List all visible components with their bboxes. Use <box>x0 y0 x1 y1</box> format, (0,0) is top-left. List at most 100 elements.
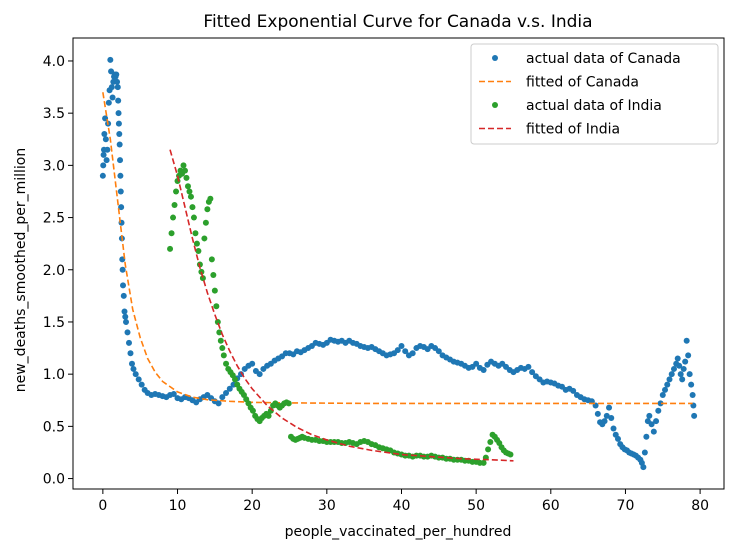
y-tick-label-1: 0.5 <box>43 419 65 435</box>
series-2-point-2 <box>170 214 177 221</box>
series-0-point-152 <box>525 363 532 370</box>
series-0-point-12 <box>107 56 114 63</box>
series-0-point-80 <box>256 371 263 378</box>
series-2-point-31 <box>213 303 220 310</box>
series-2-point-12 <box>184 183 191 190</box>
series-0-point-203 <box>662 386 669 393</box>
series-2-point-122 <box>485 446 492 453</box>
series-0-point-216 <box>685 352 692 359</box>
series-0-point-178 <box>610 425 617 432</box>
legend-label-0: actual data of Canada <box>526 51 681 67</box>
series-0-point-8 <box>104 146 111 153</box>
series-2-point-15 <box>189 204 196 211</box>
series-0-point-210 <box>676 362 683 369</box>
series-2-point-65 <box>285 400 292 407</box>
series-0-point-202 <box>659 392 666 399</box>
series-2-point-132 <box>507 451 514 458</box>
series-0-point-221 <box>691 412 698 419</box>
series-2-point-35 <box>219 345 226 352</box>
chart-title: Fitted Exponential Curve for Canada v.s.… <box>203 12 592 32</box>
series-0-point-212 <box>679 376 686 383</box>
series-0-point-10 <box>105 99 112 106</box>
series-0-point-31 <box>118 204 125 211</box>
series-0-point-204 <box>664 381 671 388</box>
series-0-point-42 <box>125 339 132 346</box>
y-tick-label-8: 4.0 <box>43 54 65 70</box>
x-tick-label-7: 70 <box>617 498 635 514</box>
series-0-point-217 <box>686 371 693 378</box>
legend-label-2: actual data of India <box>526 98 662 114</box>
series-2-point-1 <box>168 230 175 237</box>
series-0-point-201 <box>657 400 664 407</box>
series-0-point-118 <box>398 342 405 349</box>
series-2-point-25 <box>204 206 211 213</box>
legend-label-1: fitted of Canada <box>526 75 639 91</box>
series-0-point-140 <box>480 366 487 373</box>
series-0-point-24 <box>115 110 122 117</box>
series-0-point-175 <box>603 412 610 419</box>
series-2-point-56 <box>265 412 272 419</box>
series-0-point-26 <box>116 131 123 138</box>
series-0-point-213 <box>680 365 687 372</box>
legend-marker-0 <box>492 55 498 61</box>
series-0-point-121 <box>409 350 416 357</box>
series-2-point-27 <box>207 195 214 202</box>
x-tick-label-1: 10 <box>169 498 187 514</box>
series-0-point-171 <box>594 410 601 417</box>
series-0-point-78 <box>249 360 256 367</box>
series-0-point-193 <box>641 449 648 456</box>
series-0-point-198 <box>650 428 657 435</box>
series-0-point-39 <box>122 313 129 320</box>
series-2-point-17 <box>192 230 199 237</box>
y-tick-label-6: 3.0 <box>43 158 65 174</box>
series-0-point-209 <box>674 355 681 362</box>
plot-frame <box>72 37 725 490</box>
series-0-point-25 <box>115 120 122 127</box>
series-0-point-4 <box>101 131 108 138</box>
series-0-point-71 <box>223 389 230 396</box>
series-0-point-28 <box>117 157 124 164</box>
series-2-point-18 <box>193 240 200 247</box>
series-0-point-214 <box>682 358 689 365</box>
series-2-point-28 <box>208 256 215 263</box>
series-2-point-36 <box>220 352 227 359</box>
series-0-point-2 <box>100 151 107 158</box>
series-2-point-30 <box>211 287 218 294</box>
series-0-point-43 <box>127 350 134 357</box>
y-tick-label-5: 2.5 <box>43 211 65 227</box>
series-2-point-41 <box>232 376 238 383</box>
series-0-point-69 <box>215 400 222 407</box>
series-0-point-180 <box>614 435 621 442</box>
series-2-point-16 <box>190 214 197 221</box>
series-2-point-11 <box>183 174 190 181</box>
series-0-point-29 <box>117 172 124 179</box>
series-0-point-177 <box>608 415 615 422</box>
x-tick-label-8: 80 <box>691 498 709 514</box>
series-0-point-48 <box>138 381 145 388</box>
y-axis-title: new_deaths_smoothed_per_million <box>13 148 29 393</box>
x-tick-label-6: 60 <box>542 498 560 514</box>
series-2-point-4 <box>173 188 180 195</box>
y-tick-label-7: 3.5 <box>43 106 65 122</box>
series-2-point-33 <box>216 329 223 336</box>
series-0-point-211 <box>677 371 684 378</box>
series-0-point-46 <box>132 371 139 378</box>
series-0-point-15 <box>109 94 116 101</box>
x-tick-label-0: 0 <box>98 498 107 514</box>
series-0-point-207 <box>670 365 677 372</box>
series-2-point-10 <box>181 167 188 174</box>
series-0-point-205 <box>666 376 673 383</box>
series-0-point-20 <box>113 71 120 78</box>
series-0-point-70 <box>219 394 226 401</box>
series-2-point-24 <box>202 219 209 226</box>
series-0-point-35 <box>119 266 126 273</box>
x-axis: 0 10 20 30 40 50 60 70 80 <box>98 489 709 514</box>
series-0-point-14 <box>108 84 115 91</box>
series-0-point-27 <box>116 141 123 148</box>
series-0-point-36 <box>120 282 127 289</box>
series-0-point-47 <box>135 376 142 383</box>
series-0-point-44 <box>128 360 135 367</box>
series-0-point-6 <box>102 136 109 143</box>
series-0-point-153 <box>529 369 536 376</box>
